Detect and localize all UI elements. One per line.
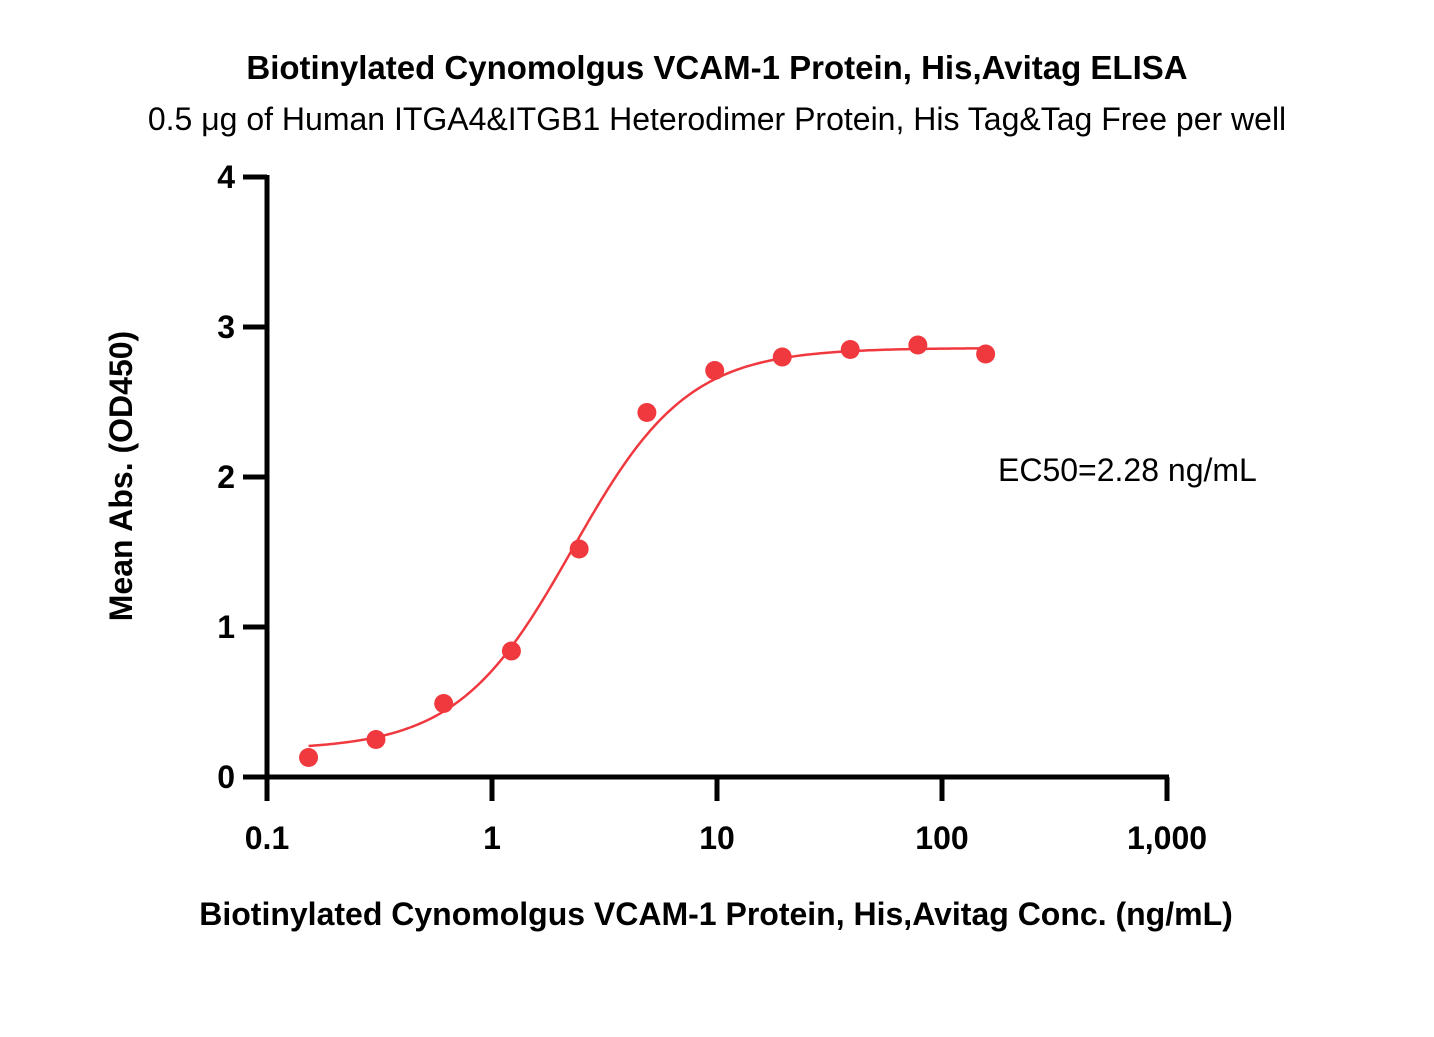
y-axis-label: Mean Abs. (OD450): [103, 331, 139, 621]
data-point: [434, 694, 454, 713]
x-tick-label: 100: [915, 820, 968, 856]
axes: 0 1 2 3 4 0.1 1 10 100 1,000: [217, 159, 1207, 856]
x-axis-label: Biotinylated Cynomolgus VCAM-1 Protein, …: [199, 896, 1233, 932]
fit-curve-layer: [308, 347, 986, 748]
data-point: [772, 347, 792, 367]
fit-curve: [308, 347, 986, 748]
y-tick-label: 2: [217, 459, 235, 495]
x-tick-label: 1: [483, 820, 501, 856]
data-point: [366, 730, 386, 749]
chart-subtitle: 0.5 μg of Human ITGA4&ITGB1 Heterodimer …: [148, 101, 1286, 137]
data-point: [705, 361, 725, 380]
y-tick-label: 0: [217, 759, 235, 795]
x-tick-label: 1,000: [1127, 820, 1207, 856]
data-point: [908, 335, 928, 355]
data-point: [501, 641, 521, 661]
data-point: [840, 340, 860, 359]
y-tick-label: 4: [217, 159, 235, 195]
x-tick-label: 0.1: [245, 820, 289, 856]
ec50-annotation: EC50=2.28 ng/mL: [998, 452, 1257, 488]
y-tick-label: 1: [217, 609, 235, 645]
x-tick-label: 10: [699, 820, 735, 856]
data-point: [976, 344, 996, 364]
chart-title: Biotinylated Cynomolgus VCAM-1 Protein, …: [246, 49, 1187, 86]
y-tick-label: 3: [217, 309, 235, 345]
data-points-layer: [299, 335, 996, 767]
data-point: [569, 539, 589, 559]
data-point: [299, 748, 319, 767]
data-point: [637, 403, 657, 422]
